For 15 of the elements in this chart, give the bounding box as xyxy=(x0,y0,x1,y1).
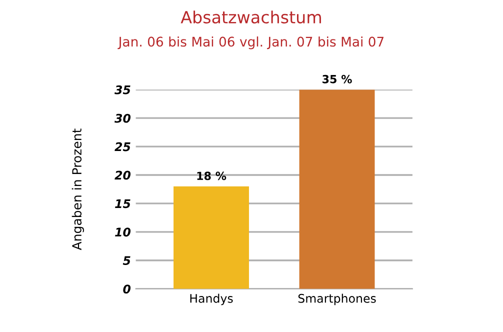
y-tick-label: 20 xyxy=(114,170,131,180)
x-tick-label: Handys xyxy=(190,294,233,306)
y-tick-label: 10 xyxy=(115,228,131,237)
y-tick-label: 5 xyxy=(122,256,130,266)
y-axis-title: Angaben in Prozent xyxy=(72,128,84,250)
y-tick-label: 25 xyxy=(114,142,130,152)
y-tick-label: 35 xyxy=(114,85,130,94)
data-label: 35 % xyxy=(322,74,352,84)
x-tick-label: Smartphones xyxy=(298,294,376,306)
data-label: 18 % xyxy=(197,172,226,180)
chart-subtitle: Jan. 06 bis Mai 06 vgl. Jan. 07 bis Mai 07 xyxy=(118,36,384,50)
y-tick-label: 15 xyxy=(115,199,130,208)
y-tick-label: 30 xyxy=(114,114,131,123)
y-tick-label: 0 xyxy=(123,284,131,294)
chart-title: Absatzwachstum xyxy=(180,10,321,24)
